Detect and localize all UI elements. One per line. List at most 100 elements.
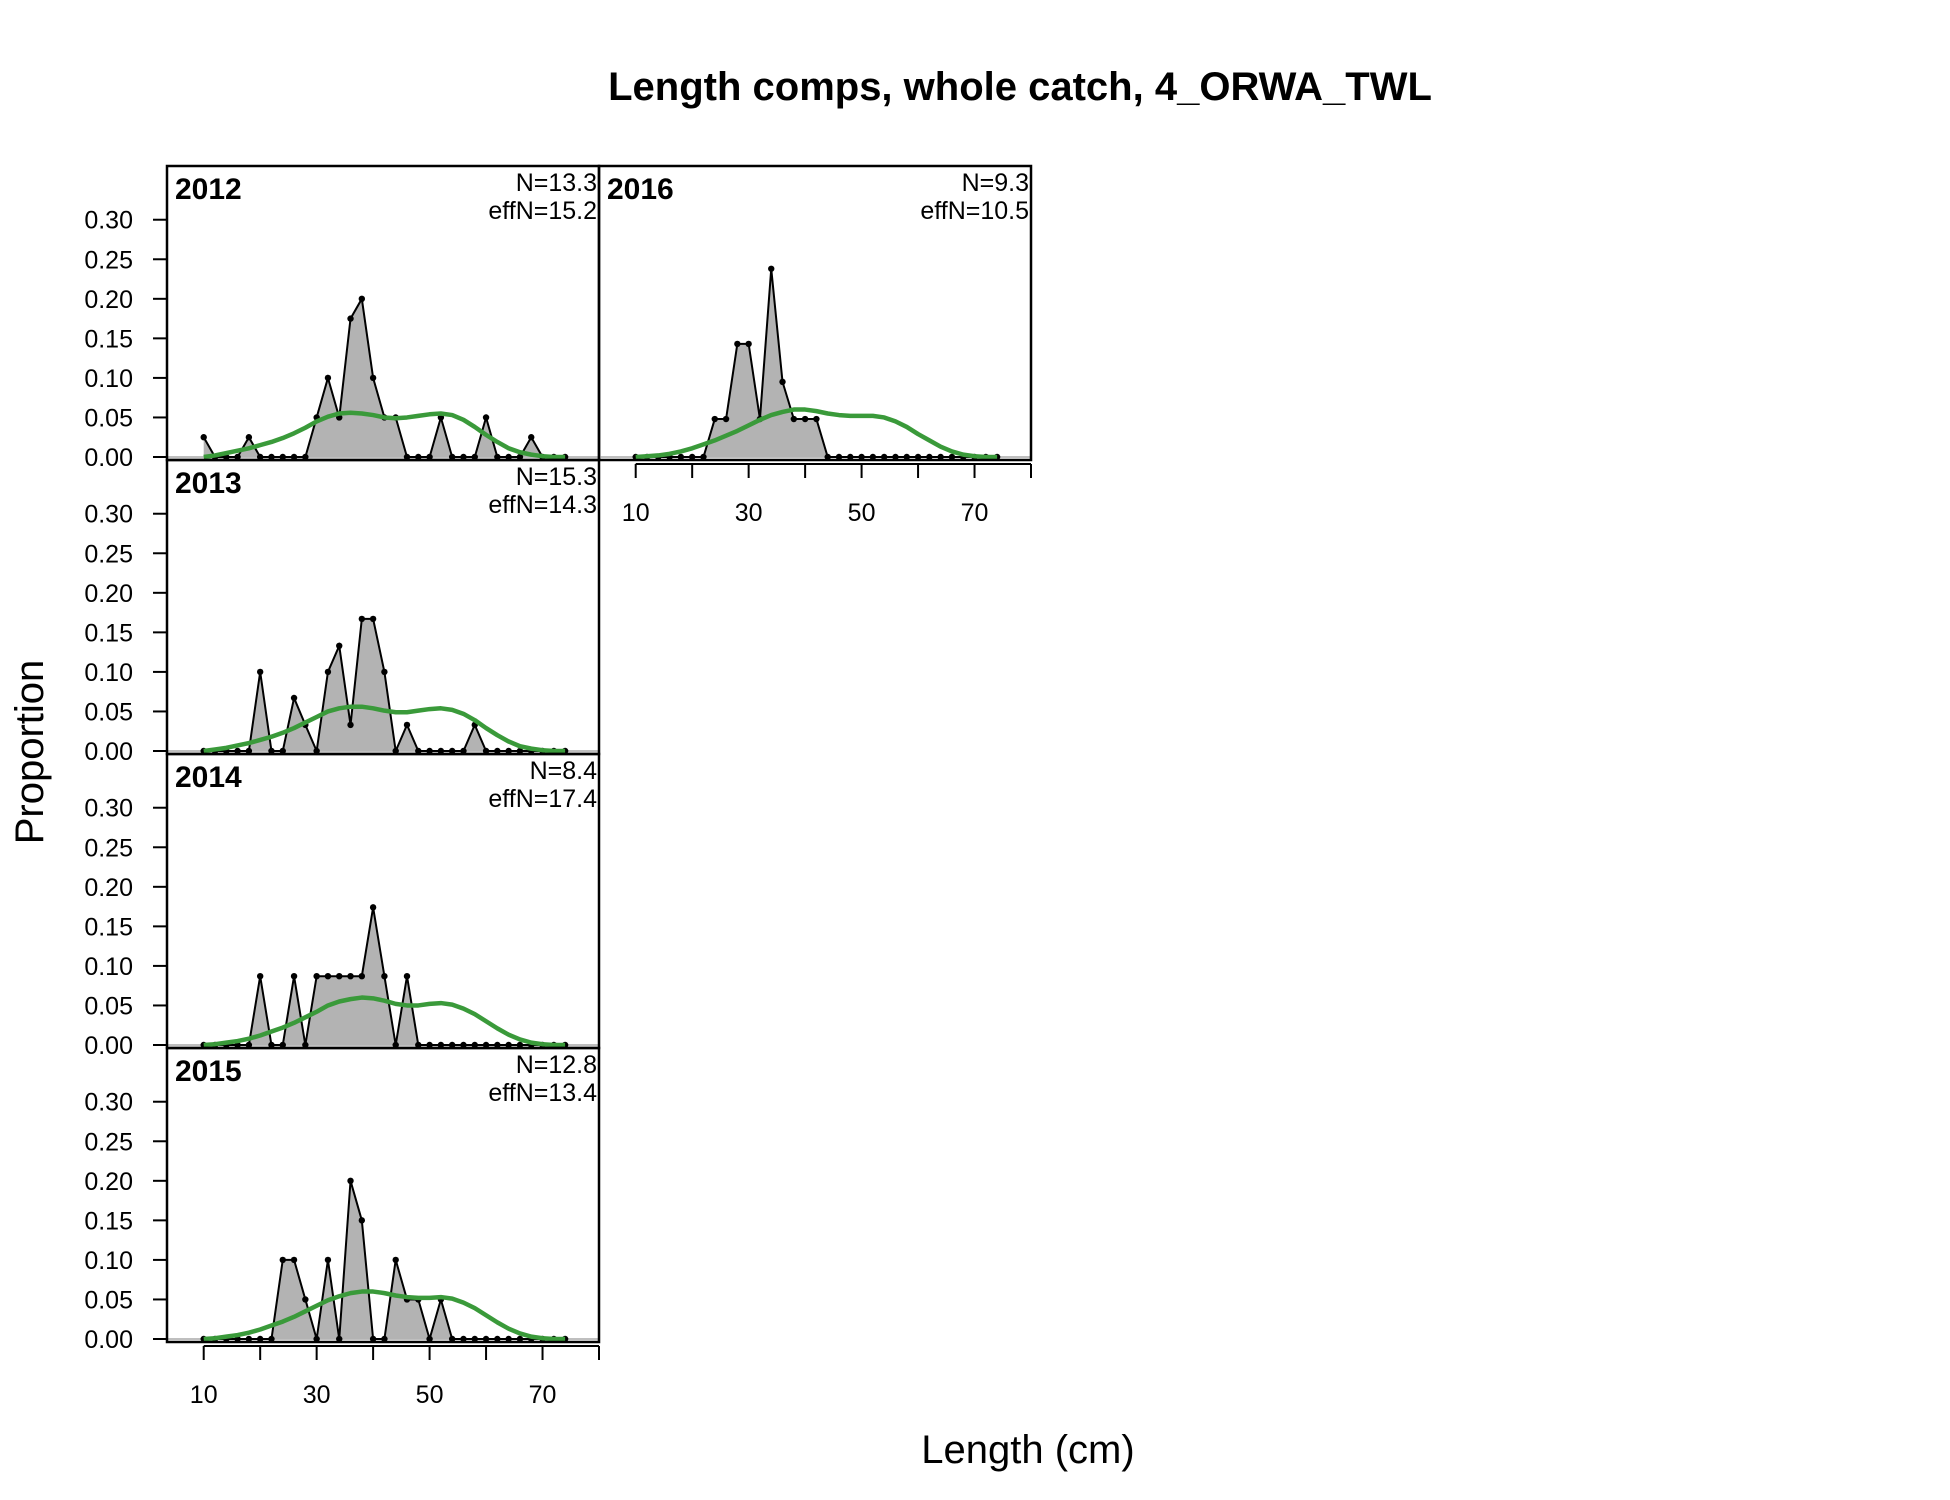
observed-point xyxy=(677,453,685,461)
observed-point xyxy=(256,668,264,676)
x-axis-title: Length (cm) xyxy=(921,1428,1134,1472)
observed-point xyxy=(516,1335,524,1343)
observed-point xyxy=(734,340,741,348)
observed-point xyxy=(200,434,207,441)
y-tick-label: 0.25 xyxy=(84,1128,133,1156)
observed-point xyxy=(234,747,241,755)
y-tick-label: 0.30 xyxy=(84,501,133,529)
observed-point xyxy=(369,1335,377,1343)
observed-point xyxy=(779,378,786,386)
observed-point xyxy=(336,1335,343,1343)
observed-point xyxy=(482,747,490,755)
observed-point xyxy=(869,453,877,461)
observed-point xyxy=(324,1256,332,1264)
observed-point xyxy=(302,1296,309,1303)
year-label: 2012 xyxy=(175,173,242,206)
y-tick-label: 0.10 xyxy=(84,365,133,393)
y-tick-label: 0.10 xyxy=(84,953,133,981)
observed-point xyxy=(722,415,730,423)
observed-point xyxy=(448,747,456,755)
observed-point xyxy=(505,1335,512,1343)
observed-point xyxy=(460,747,467,755)
y-tick-label: 0.05 xyxy=(84,992,133,1020)
observed-point xyxy=(482,1041,490,1049)
y-tick-label: 0.25 xyxy=(84,834,133,862)
observed-point xyxy=(471,453,478,461)
observed-point xyxy=(369,615,377,623)
observed-point xyxy=(482,1335,490,1343)
y-tick-label: 0.05 xyxy=(84,698,133,726)
observed-point xyxy=(516,1041,524,1049)
observed-point xyxy=(369,374,377,382)
observed-point xyxy=(347,721,354,729)
observed-point xyxy=(790,415,798,423)
x-tick-label: 50 xyxy=(416,1381,444,1409)
y-tick-label: 0.25 xyxy=(84,246,133,274)
observed-point xyxy=(290,694,298,702)
observed-point xyxy=(313,972,320,980)
observed-point xyxy=(358,615,366,623)
observed-point xyxy=(392,1256,399,1264)
observed-point xyxy=(268,747,275,755)
y-tick-label: 0.15 xyxy=(84,325,133,353)
observed-point xyxy=(245,1335,253,1343)
observed-point xyxy=(880,453,888,461)
observed-point xyxy=(302,453,309,461)
observed-point xyxy=(268,1335,275,1343)
observed-point xyxy=(290,1256,298,1264)
observed-point xyxy=(448,453,456,461)
observed-point xyxy=(914,453,922,461)
observed-point xyxy=(256,1335,264,1343)
observed-point xyxy=(403,453,411,461)
observed-point xyxy=(415,453,422,461)
observed-point xyxy=(516,747,524,755)
year-label: 2014 xyxy=(175,761,242,794)
observed-point xyxy=(234,453,241,461)
y-tick-label: 0.00 xyxy=(84,1032,133,1060)
observed-point xyxy=(768,265,775,272)
n-label: N=12.8 xyxy=(516,1051,597,1079)
observed-point xyxy=(358,1217,366,1224)
observed-point xyxy=(381,1335,388,1343)
observed-point xyxy=(347,1177,354,1185)
observed-point xyxy=(336,642,343,650)
observed-point xyxy=(471,1335,478,1343)
observed-area xyxy=(203,907,566,1045)
observed-point xyxy=(494,453,501,461)
observed-point xyxy=(381,972,388,980)
observed-point xyxy=(290,453,298,461)
y-tick-label: 0.25 xyxy=(84,540,133,568)
observed-point xyxy=(448,1335,456,1343)
observed-point xyxy=(302,1041,309,1049)
observed-point xyxy=(437,1041,445,1049)
observed-point xyxy=(268,1041,275,1049)
observed-point xyxy=(324,972,332,980)
observed-point xyxy=(256,453,264,461)
n-label: N=9.3 xyxy=(962,169,1029,197)
expected-line xyxy=(635,407,998,460)
observed-point xyxy=(505,453,512,461)
observed-point xyxy=(505,747,512,755)
n-label: N=8.4 xyxy=(530,757,598,785)
observed-point xyxy=(801,415,809,423)
panel-frame xyxy=(165,1046,601,1344)
observed-point xyxy=(494,1335,501,1343)
observed-area xyxy=(203,1180,566,1339)
observed-point xyxy=(358,972,366,980)
observed-point xyxy=(858,453,865,461)
observed-point xyxy=(403,721,411,729)
observed-point xyxy=(426,453,433,461)
observed-point xyxy=(324,374,332,382)
observed-point xyxy=(847,453,854,461)
observed-point xyxy=(415,1041,422,1049)
observed-point xyxy=(448,1041,456,1049)
observed-point xyxy=(369,904,377,911)
x-tick-label: 50 xyxy=(848,499,876,527)
effn-label: effN=17.4 xyxy=(488,785,597,813)
effn-label: effN=13.4 xyxy=(488,1079,597,1107)
y-tick-label: 0.10 xyxy=(84,659,133,687)
observed-point xyxy=(426,1335,433,1343)
observed-point xyxy=(392,747,399,755)
